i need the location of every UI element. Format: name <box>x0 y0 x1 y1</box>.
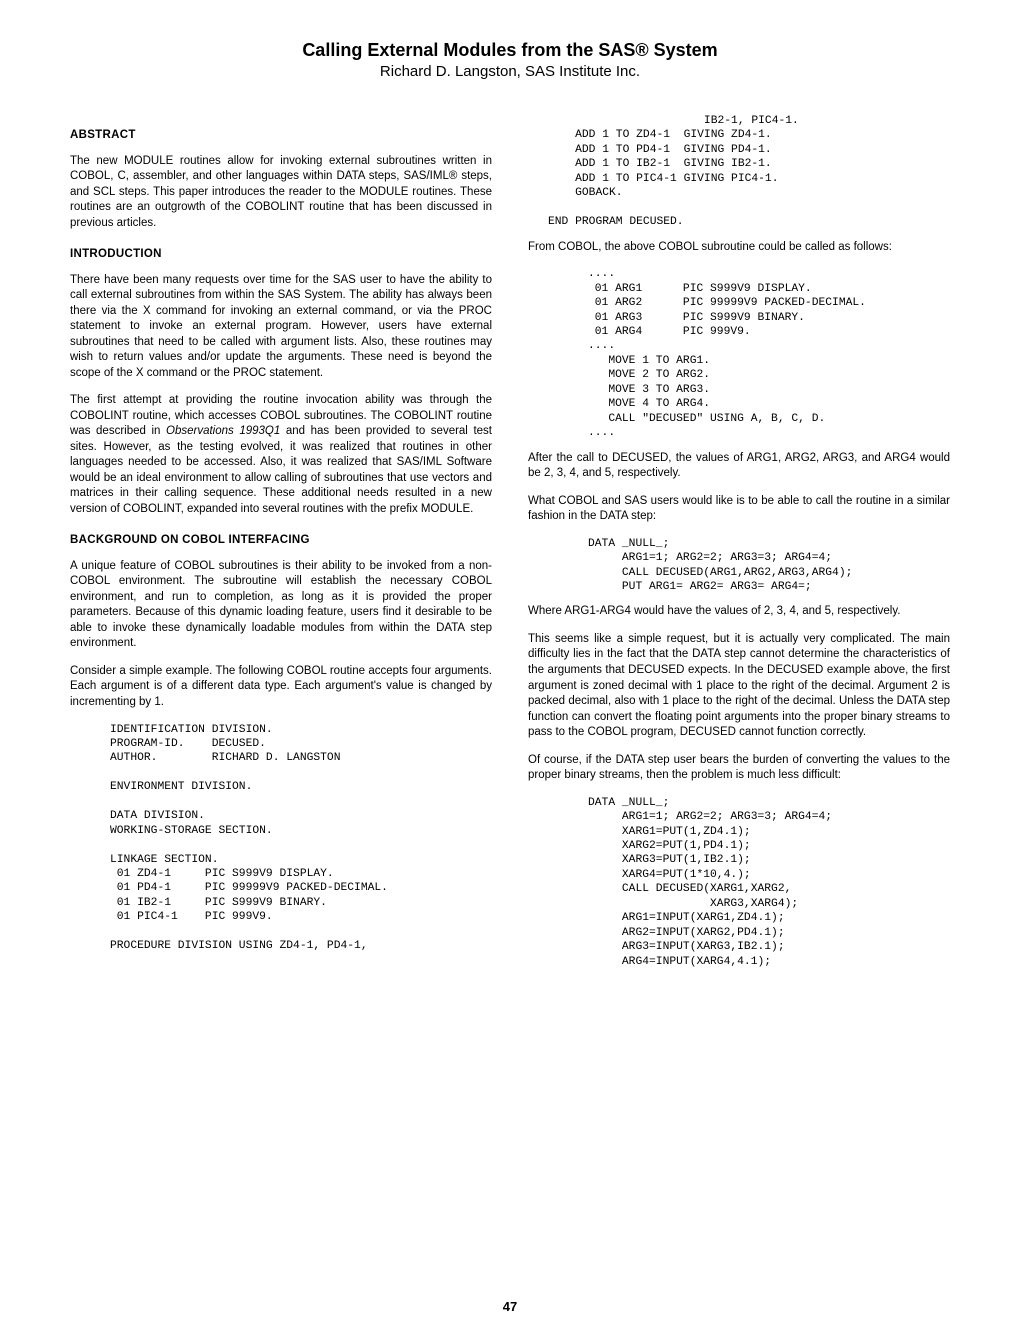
title-block: Calling External Modules from the SAS® S… <box>70 40 950 80</box>
background-heading: BACKGROUND ON COBOL INTERFACING <box>70 533 492 549</box>
intro-para-2: The first attempt at providing the routi… <box>70 393 492 517</box>
intro-emph: Observations 1993Q1 <box>166 425 280 437</box>
background-para-2: Consider a simple example. The following… <box>70 664 492 711</box>
right-para-2: After the call to DECUSED, the values of… <box>528 451 950 482</box>
code-block-2: IB2-1, PIC4-1. ADD 1 TO ZD4-1 GIVING ZD4… <box>548 114 950 230</box>
background-para-1: A unique feature of COBOL subroutines is… <box>70 559 492 652</box>
right-para-4: Where ARG1-ARG4 would have the values of… <box>528 604 950 620</box>
code-block-4: DATA _NULL_; ARG1=1; ARG2=2; ARG3=3; ARG… <box>588 537 950 595</box>
right-para-5: This seems like a simple request, but it… <box>528 632 950 741</box>
code-block-5: DATA _NULL_; ARG1=1; ARG2=2; ARG3=3; ARG… <box>588 796 950 969</box>
right-para-1: From COBOL, the above COBOL subroutine c… <box>528 240 950 256</box>
code-block-1: IDENTIFICATION DIVISION. PROGRAM-ID. DEC… <box>110 723 492 954</box>
intro-heading: INTRODUCTION <box>70 247 492 263</box>
abstract-para: The new MODULE routines allow for invoki… <box>70 154 492 232</box>
paper-author: Richard D. Langston, SAS Institute Inc. <box>70 63 950 80</box>
code-block-3: .... 01 ARG1 PIC S999V9 DISPLAY. 01 ARG2… <box>588 267 950 440</box>
intro-para-1: There have been many requests over time … <box>70 273 492 382</box>
right-para-3: What COBOL and SAS users would like is t… <box>528 494 950 525</box>
right-column: IB2-1, PIC4-1. ADD 1 TO ZD4-1 GIVING ZD4… <box>528 112 950 979</box>
abstract-heading: ABSTRACT <box>70 128 492 144</box>
left-column: ABSTRACT The new MODULE routines allow f… <box>70 112 492 979</box>
intro-para-2b: and has been provided to several test si… <box>70 425 492 515</box>
right-para-6: Of course, if the DATA step user bears t… <box>528 753 950 784</box>
paper-title: Calling External Modules from the SAS® S… <box>70 40 950 61</box>
page-number: 47 <box>0 1299 1020 1314</box>
content-columns: ABSTRACT The new MODULE routines allow f… <box>70 112 950 979</box>
